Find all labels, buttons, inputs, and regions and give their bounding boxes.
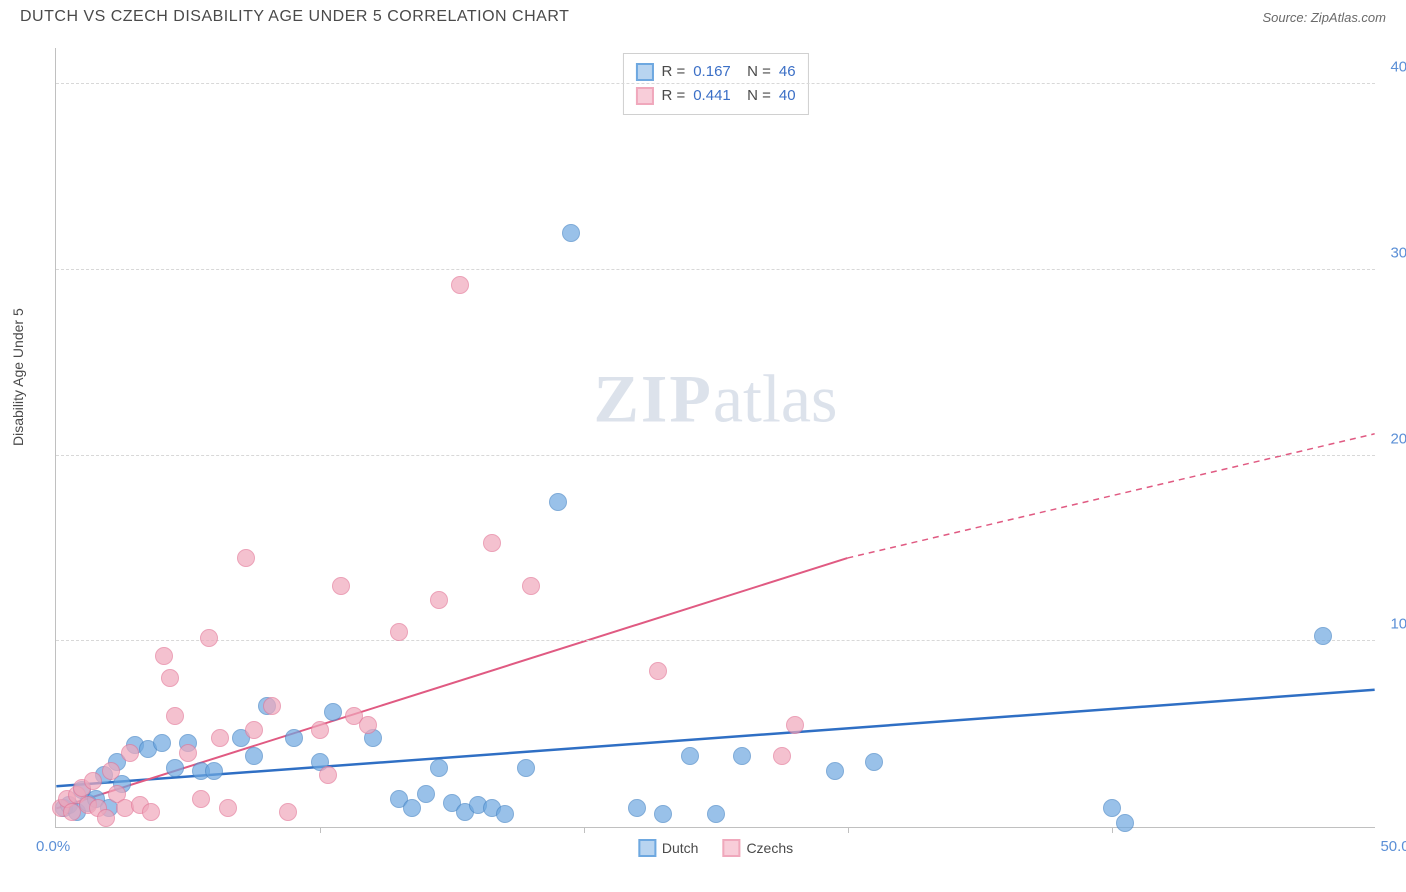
data-point (654, 805, 672, 823)
stat-n-value: 46 (779, 60, 796, 84)
data-point (319, 766, 337, 784)
data-point (786, 716, 804, 734)
data-point (166, 759, 184, 777)
legend-item: Dutch (638, 839, 699, 857)
data-point (121, 744, 139, 762)
data-point (773, 747, 791, 765)
data-point (200, 629, 218, 647)
data-point (562, 224, 580, 242)
data-point (522, 577, 540, 595)
watermark: ZIPatlas (594, 359, 838, 438)
data-point (649, 662, 667, 680)
source-name: ZipAtlas.com (1311, 10, 1386, 25)
data-point (1314, 627, 1332, 645)
series-swatch (635, 63, 653, 81)
data-point (245, 747, 263, 765)
data-point (865, 753, 883, 771)
data-point (205, 762, 223, 780)
data-point (707, 805, 725, 823)
legend-swatch (722, 839, 740, 857)
data-point (97, 809, 115, 827)
data-point (142, 803, 160, 821)
legend-label: Czechs (746, 840, 793, 856)
data-point (1116, 814, 1134, 832)
data-point (483, 534, 501, 552)
data-point (84, 772, 102, 790)
data-point (237, 549, 255, 567)
data-point (332, 577, 350, 595)
data-point (219, 799, 237, 817)
x-axis-start-label: 0.0% (36, 838, 70, 855)
gridline (56, 83, 1375, 84)
x-tick (320, 827, 321, 833)
data-point (161, 669, 179, 687)
data-point (179, 744, 197, 762)
data-point (390, 623, 408, 641)
stat-n-label: N = (739, 84, 771, 108)
data-point (733, 747, 751, 765)
data-point (681, 747, 699, 765)
trend-line (847, 434, 1374, 558)
data-point (279, 803, 297, 821)
y-axis-label: Disability Age Under 5 (10, 308, 26, 446)
stat-r-value: 0.441 (693, 84, 731, 108)
data-point (155, 647, 173, 665)
data-point (211, 729, 229, 747)
data-point (417, 785, 435, 803)
data-point (517, 759, 535, 777)
trendlines-svg (56, 48, 1375, 827)
watermark-atlas: atlas (713, 360, 838, 436)
data-point (263, 697, 281, 715)
data-point (430, 759, 448, 777)
data-point (153, 734, 171, 752)
watermark-zip: ZIP (594, 360, 713, 436)
data-point (430, 591, 448, 609)
data-point (451, 276, 469, 294)
x-tick (1112, 827, 1113, 833)
stats-row: R = 0.167 N = 46 (635, 60, 795, 84)
data-point (285, 729, 303, 747)
stat-r-label: R = (661, 84, 685, 108)
stats-row: R = 0.441 N = 40 (635, 84, 795, 108)
x-tick (848, 827, 849, 833)
legend-label: Dutch (662, 840, 699, 856)
data-point (324, 703, 342, 721)
data-point (245, 721, 263, 739)
data-point (628, 799, 646, 817)
data-point (1103, 799, 1121, 817)
x-tick (584, 827, 585, 833)
chart-plot-area: ZIPatlas R =0.167 N =46R =0.441 N =40 Du… (55, 48, 1375, 828)
stat-n-value: 40 (779, 84, 796, 108)
data-point (496, 805, 514, 823)
data-point (166, 707, 184, 725)
gridline (56, 455, 1375, 456)
x-axis-end-label: 50.0% (1380, 838, 1406, 855)
stat-n-label: N = (739, 60, 771, 84)
chart-title: DUTCH VS CZECH DISABILITY AGE UNDER 5 CO… (20, 8, 569, 26)
legend-swatch (638, 839, 656, 857)
gridline (56, 640, 1375, 641)
source-attribution: Source: ZipAtlas.com (1262, 10, 1386, 25)
y-tick-label: 40.0% (1383, 59, 1406, 76)
data-point (403, 799, 421, 817)
data-point (359, 716, 377, 734)
data-point (826, 762, 844, 780)
data-point (192, 790, 210, 808)
data-point (102, 762, 120, 780)
data-point (311, 721, 329, 739)
series-swatch (635, 87, 653, 105)
header: DUTCH VS CZECH DISABILITY AGE UNDER 5 CO… (0, 0, 1406, 30)
source-prefix: Source: (1262, 10, 1310, 25)
stat-r-label: R = (661, 60, 685, 84)
y-tick-label: 20.0% (1383, 430, 1406, 447)
stat-r-value: 0.167 (693, 60, 731, 84)
data-point (549, 493, 567, 511)
series-legend: Dutch Czechs (638, 839, 793, 857)
y-tick-label: 10.0% (1383, 616, 1406, 633)
y-tick-label: 30.0% (1383, 244, 1406, 261)
gridline (56, 269, 1375, 270)
legend-item: Czechs (722, 839, 793, 857)
